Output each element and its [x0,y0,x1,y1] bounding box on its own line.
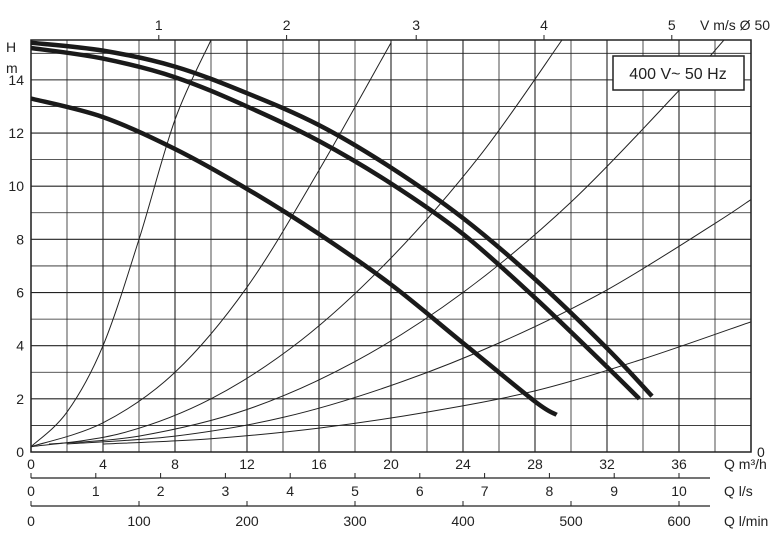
system-curve [66,199,751,445]
top-tick-label: 4 [540,17,548,33]
y-tick-label: 4 [16,338,24,354]
y-axis-title-unit: m [6,60,18,76]
voltage-frequency-box: 400 V~ 50 Hz [612,55,745,91]
x-tick-label-m3h: 32 [599,456,615,472]
x-tick-label-ls: 10 [671,483,687,499]
x-tick-label-lmin: 300 [343,513,367,529]
top-tick-label: 5 [668,17,676,33]
x-tick-label-ls: 9 [610,483,618,499]
y-tick-label: 10 [8,178,24,194]
x-axis-unit-lmin: Q l/min [724,513,768,529]
x-tick-label-lmin: 200 [235,513,259,529]
x-tick-label-lmin: 600 [667,513,691,529]
pump-curves [30,40,654,417]
pump-curve [30,40,654,398]
x-tick-label-m3h: 16 [311,456,327,472]
y-tick-label: 6 [16,285,24,301]
top-tick-label: 1 [155,17,163,33]
grid [30,39,752,453]
system-curve [31,40,212,448]
x-tick-label-ls: 7 [481,483,489,499]
top-axis-zero-label: 0 [757,444,765,460]
top-axis-title: V m/s Ø 50 [700,17,770,33]
x-tick-label-ls: 2 [157,483,165,499]
top-tick-label: 2 [283,17,291,33]
y-axis-title-h: H [6,39,16,55]
x-axis-unit-m3h: Q m³/h [724,456,767,472]
x-tick-label-lmin: 400 [451,513,475,529]
x-axis-unit-ls: Q l/s [724,483,753,499]
voltage-frequency-frame [612,55,745,91]
system-curve [31,40,563,448]
x-tick-label-m3h: 24 [455,456,471,472]
voltage-frequency-label: 400 V~ 50 Hz [629,66,726,83]
x-tick-label-ls: 6 [416,483,424,499]
x-tick-label-m3h: 12 [239,456,255,472]
x-tick-label-lmin: 500 [559,513,583,529]
x-tick-label-ls: 4 [286,483,294,499]
system-curve [48,40,725,445]
x-tick-label-ls: 0 [27,483,35,499]
x-tick-label-ls: 8 [546,483,554,499]
y-tick-label: 12 [8,125,24,141]
y-tick-label: 8 [16,231,24,247]
x-tick-label-m3h: 20 [383,456,399,472]
x-tick-label-ls: 3 [222,483,230,499]
x-tick-label-m3h: 4 [99,456,107,472]
x-tick-label-m3h: 0 [27,456,35,472]
pump-curve [30,96,558,417]
plot-frame [30,39,752,453]
x-tick-label-m3h: 8 [171,456,179,472]
y-tick-label: 0 [16,444,24,460]
x-tick-label-m3h: 36 [671,456,687,472]
x-tick-label-ls: 1 [92,483,100,499]
y-tick-label: 14 [8,72,24,88]
pump-curve [30,45,641,401]
x-tick-label-ls: 5 [351,483,359,499]
x-tick-label-m3h: 28 [527,456,543,472]
x-tick-label-lmin: 100 [127,513,151,529]
top-tick-label: 3 [412,17,420,33]
y-tick-label: 2 [16,391,24,407]
system-curve [102,321,751,445]
x-tick-label-lmin: 0 [27,513,35,529]
